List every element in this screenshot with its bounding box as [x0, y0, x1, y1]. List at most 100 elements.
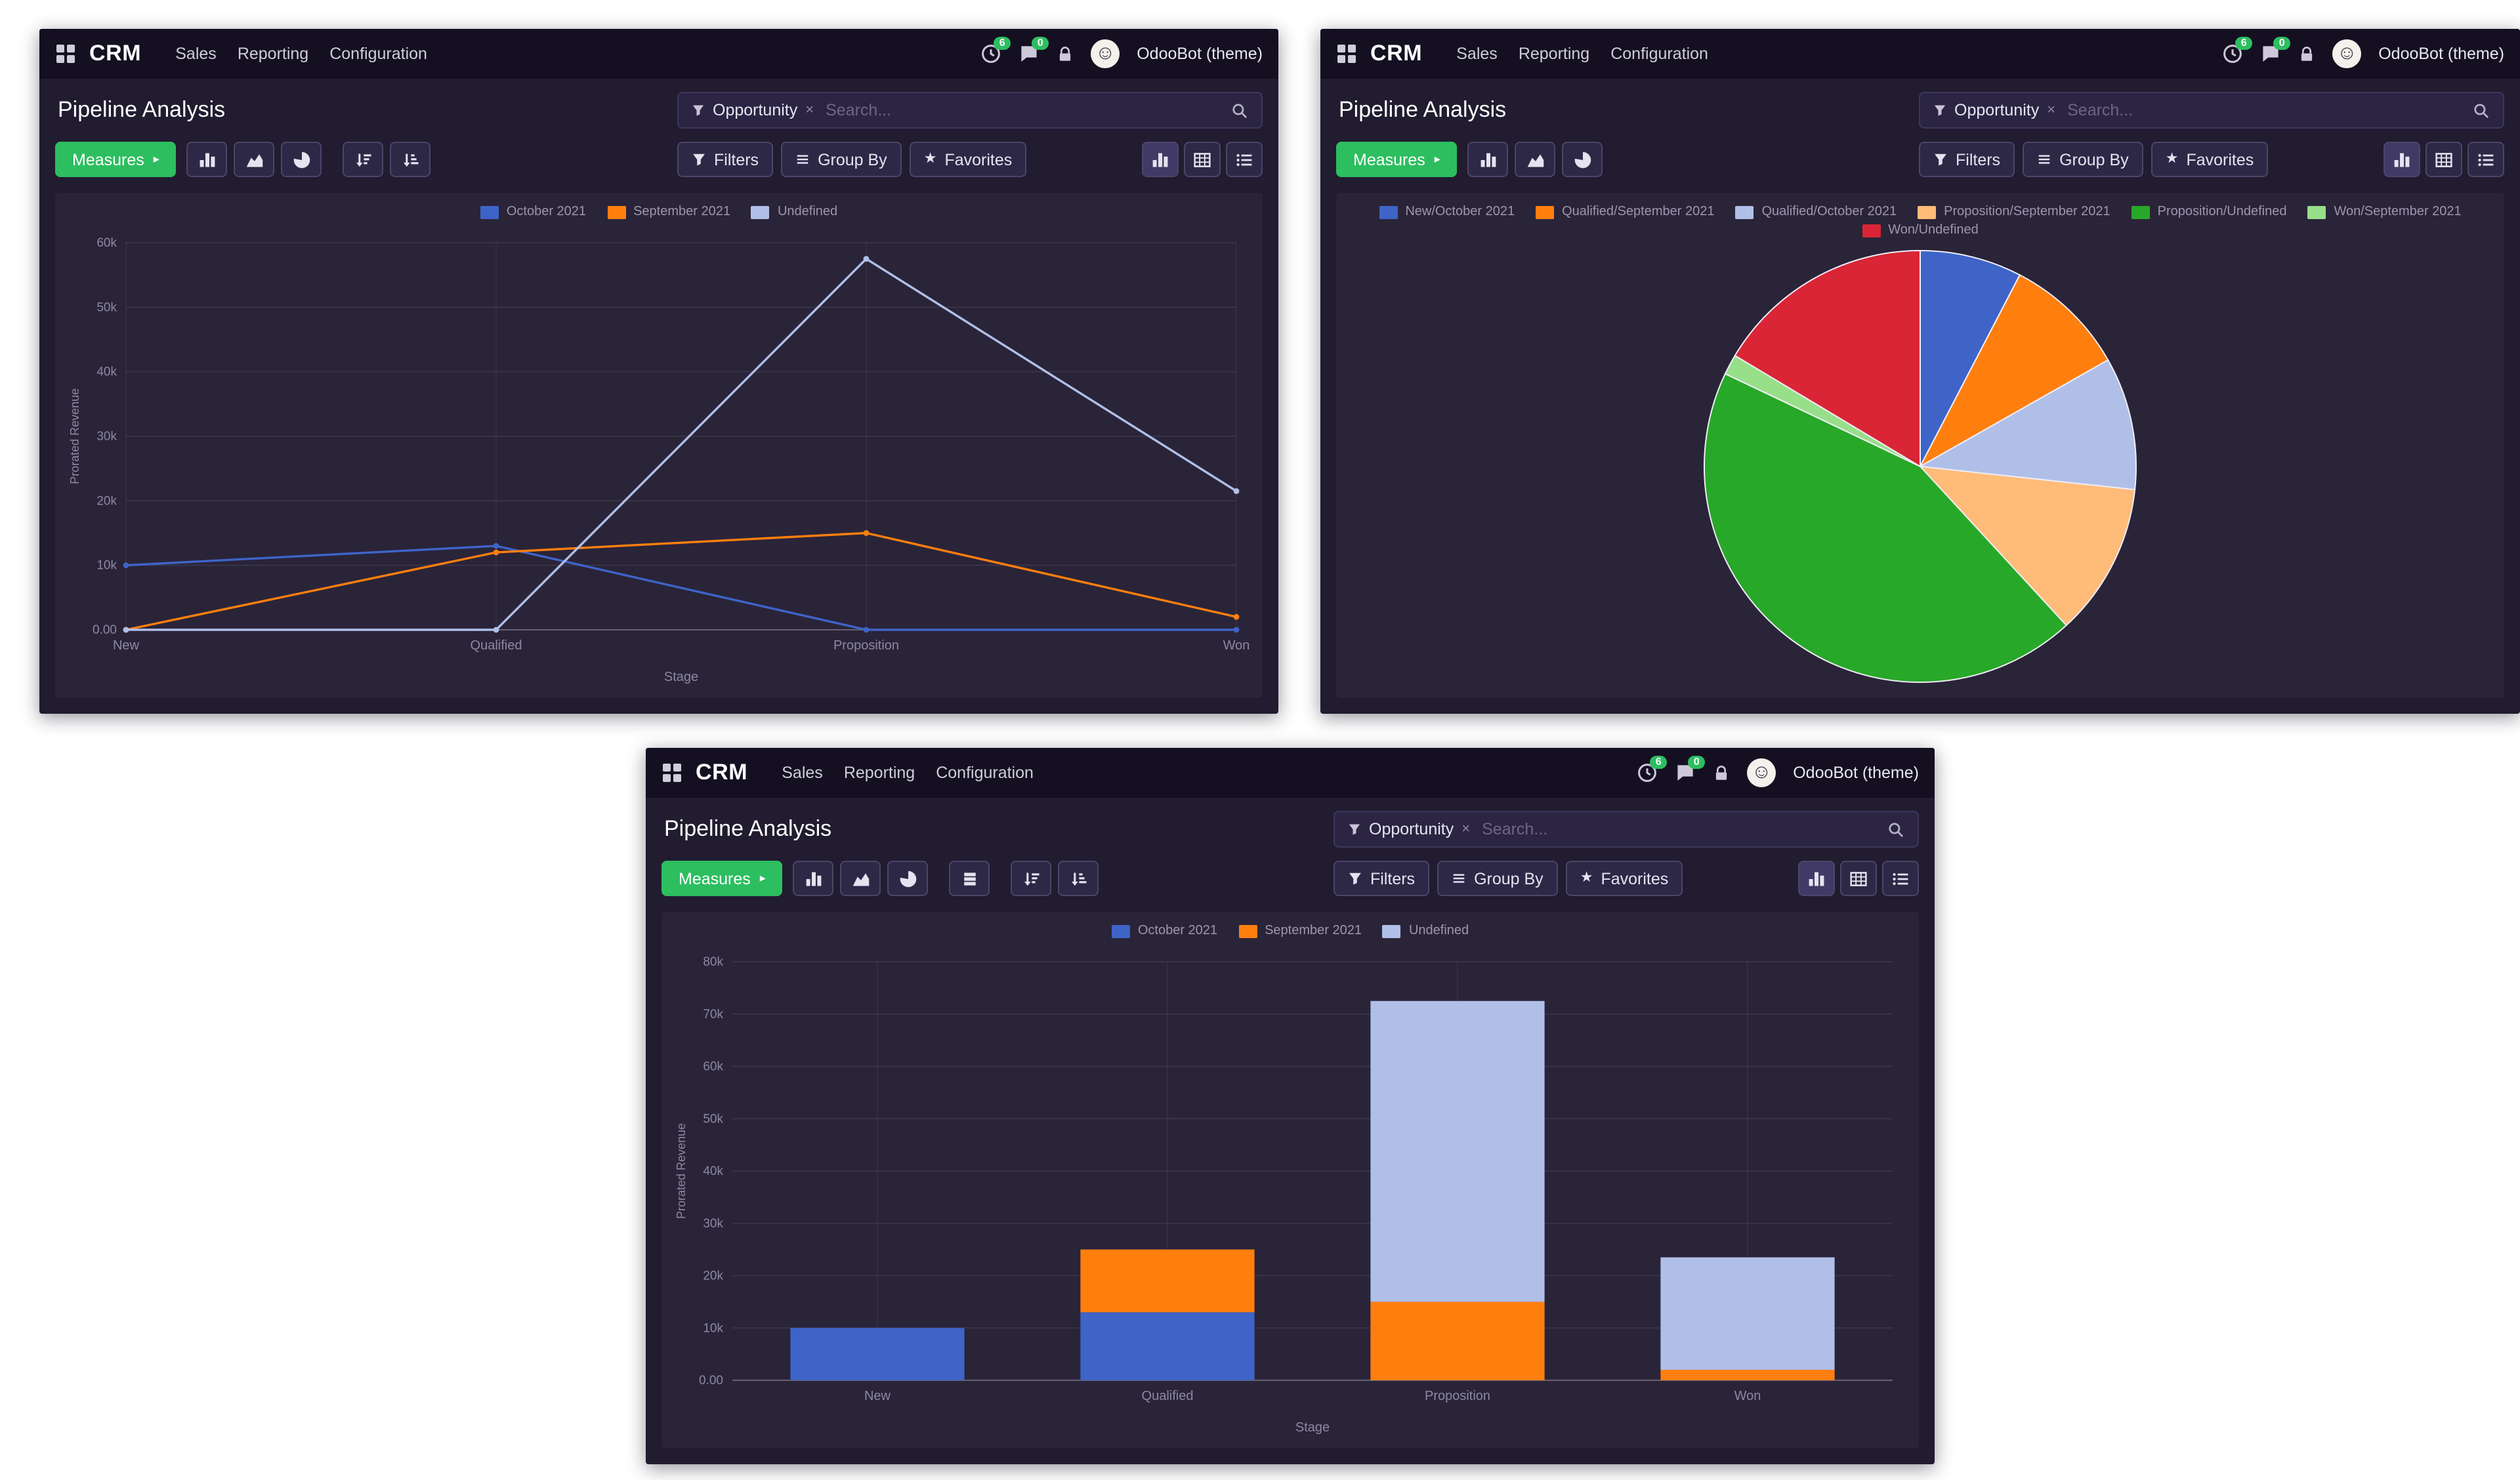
legend-item[interactable]: Won/September 2021 [2307, 205, 2462, 219]
favorites-button[interactable]: ★ Favorites [909, 142, 1027, 177]
pie-slice[interactable] [1734, 249, 1921, 468]
remove-facet-icon[interactable]: × [2047, 102, 2056, 118]
remove-facet-icon[interactable]: × [805, 102, 814, 118]
line-chart-button[interactable] [840, 861, 881, 896]
menu-reporting[interactable]: Reporting [843, 764, 915, 782]
search-facet-opportunity[interactable]: Opportunity × [1933, 101, 2055, 119]
pie-chart-button[interactable] [887, 861, 929, 896]
messages-icon[interactable]: 0 [1018, 37, 1049, 64]
pivot-view-button[interactable] [2426, 142, 2462, 177]
favorites-button[interactable]: ★ Favorites [2151, 142, 2269, 177]
legend-item[interactable]: Undefined [1382, 924, 1469, 938]
legend-item[interactable]: September 2021 [607, 205, 730, 219]
app-name[interactable]: CRM [696, 760, 748, 785]
bar-chart[interactable]: 0.00 10k 20k 30k 40k 50k 60k 70k 80k New Qualified… [672, 941, 1908, 1438]
lock-icon[interactable] [1713, 763, 1730, 783]
menu-sales[interactable]: Sales [1456, 45, 1498, 63]
legend-item[interactable]: October 2021 [480, 205, 586, 219]
menu-sales[interactable]: Sales [175, 45, 217, 63]
graph-view-button[interactable] [1142, 142, 1179, 177]
remove-facet-icon[interactable]: × [1461, 821, 1471, 837]
favorites-button[interactable]: ★ Favorites [1565, 861, 1683, 896]
graph-view-button[interactable] [2384, 142, 2420, 177]
sort-ascending-button[interactable] [390, 142, 431, 177]
filters-button[interactable]: Filters [677, 142, 774, 177]
sort-descending-button[interactable] [1011, 861, 1052, 896]
menu-configuration[interactable]: Configuration [329, 45, 427, 63]
pie-chart[interactable] [1347, 240, 2494, 688]
measures-button[interactable]: Measures ▸ [55, 142, 177, 177]
user-avatar[interactable]: ☺ [1747, 758, 1776, 787]
pie-slice[interactable] [1918, 359, 2137, 491]
messages-icon[interactable]: 0 [2260, 37, 2291, 64]
pie-slice[interactable] [1918, 274, 2109, 468]
legend-item[interactable]: Undefined [751, 205, 837, 219]
menu-configuration[interactable]: Configuration [936, 764, 1034, 782]
lock-icon[interactable] [1057, 44, 1074, 64]
legend-item[interactable]: Won/Undefined [1862, 223, 1979, 237]
line-chart-button[interactable] [1515, 142, 1556, 177]
legend-item[interactable]: New/October 2021 [1379, 205, 1515, 219]
lock-icon[interactable] [2298, 44, 2315, 64]
legend-item[interactable]: October 2021 [1111, 924, 1217, 938]
menu-reporting[interactable]: Reporting [1518, 45, 1590, 63]
menu-configuration[interactable]: Configuration [1610, 45, 1708, 63]
apps-menu-icon[interactable] [1336, 43, 1357, 64]
menu-sales[interactable]: Sales [782, 764, 823, 782]
apps-menu-icon[interactable] [55, 43, 76, 64]
line-chart[interactable]: 0.00 10k 20k 30k 40k 50k 60k New Qualified Propos… [66, 222, 1252, 688]
pie-chart-button[interactable] [1562, 142, 1603, 177]
search-facet-opportunity[interactable]: Opportunity × [692, 101, 814, 119]
pie-slice[interactable] [1920, 249, 2021, 467]
group-by-button[interactable]: Group By [1437, 861, 1558, 896]
legend-item[interactable]: Qualified/September 2021 [1536, 205, 1714, 219]
group-by-button[interactable]: Group By [781, 142, 902, 177]
messages-icon[interactable]: 0 [1675, 756, 1706, 783]
filters-button[interactable]: Filters [1334, 861, 1430, 896]
line-chart-button[interactable] [234, 142, 275, 177]
list-view-button[interactable] [2468, 142, 2504, 177]
user-name[interactable]: OdooBot (theme) [1793, 764, 1919, 782]
menu-reporting[interactable]: Reporting [237, 45, 309, 63]
app-name[interactable]: CRM [89, 41, 142, 66]
pie-chart-button[interactable] [281, 142, 322, 177]
search-icon[interactable] [1887, 821, 1904, 838]
user-name[interactable]: OdooBot (theme) [1137, 45, 1263, 63]
legend-item[interactable]: September 2021 [1238, 924, 1362, 938]
legend-item[interactable]: Proposition/Undefined [2131, 205, 2286, 219]
search-bar[interactable]: Opportunity × Search... [677, 92, 1263, 129]
pie-slice[interactable] [1704, 373, 2068, 683]
measures-button[interactable]: Measures ▸ [1336, 142, 1458, 177]
search-bar[interactable]: Opportunity × Search... [1919, 92, 2504, 129]
activities-icon[interactable]: 6 [1637, 756, 1668, 783]
search-icon[interactable] [1231, 102, 1248, 119]
search-facet-opportunity[interactable]: Opportunity × [1348, 820, 1470, 838]
user-avatar[interactable]: ☺ [2332, 39, 2362, 68]
list-view-button[interactable] [1226, 142, 1263, 177]
bar-chart-button[interactable] [1467, 142, 1509, 177]
filters-button[interactable]: Filters [1919, 142, 2015, 177]
group-by-button[interactable]: Group By [2023, 142, 2143, 177]
pivot-view-button[interactable] [1184, 142, 1221, 177]
user-avatar[interactable]: ☺ [1091, 39, 1120, 68]
sort-descending-button[interactable] [343, 142, 384, 177]
bar-chart-button[interactable] [793, 861, 834, 896]
sort-ascending-button[interactable] [1058, 861, 1099, 896]
pivot-view-button[interactable] [1840, 861, 1877, 896]
search-bar[interactable]: Opportunity × Search... [1334, 811, 1919, 848]
graph-view-button[interactable] [1798, 861, 1835, 896]
apps-menu-icon[interactable] [662, 762, 682, 783]
legend-item[interactable]: Qualified/October 2021 [1735, 205, 1897, 219]
legend-item[interactable]: Proposition/September 2021 [1918, 205, 2110, 219]
app-name[interactable]: CRM [1370, 41, 1423, 66]
user-name[interactable]: OdooBot (theme) [2378, 45, 2504, 63]
list-view-button[interactable] [1882, 861, 1919, 896]
search-icon[interactable] [2473, 102, 2490, 119]
pie-chart-icon [900, 870, 917, 887]
activities-icon[interactable]: 6 [980, 37, 1011, 64]
stacked-toggle-button[interactable] [949, 861, 990, 896]
measures-button[interactable]: Measures ▸ [662, 861, 783, 896]
bar-chart-button[interactable] [186, 142, 228, 177]
activities-icon[interactable]: 6 [2222, 37, 2253, 64]
pie-slice[interactable] [1918, 465, 2136, 627]
